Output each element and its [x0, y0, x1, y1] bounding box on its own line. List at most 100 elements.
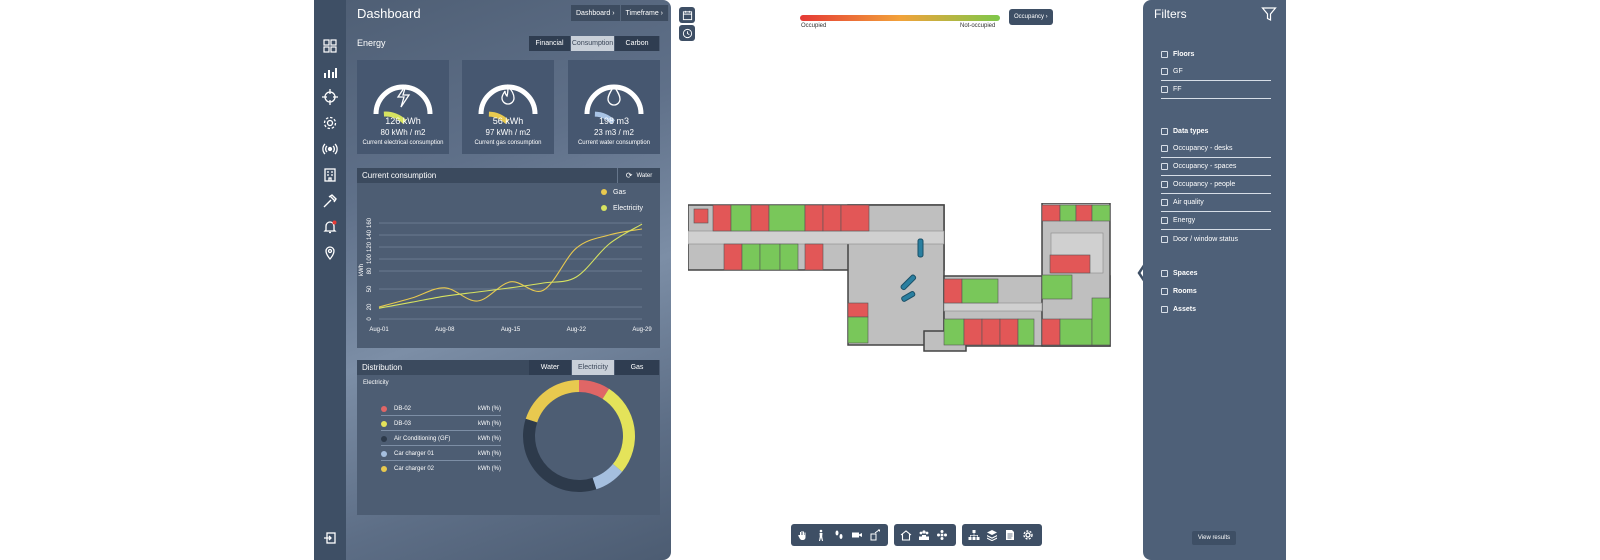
gauge-electricity-value: 126 kWh — [385, 116, 421, 126]
room-occupied[interactable] — [804, 204, 824, 232]
people-group-icon[interactable] — [915, 526, 933, 544]
hammer-icon[interactable] — [318, 189, 342, 213]
room-free[interactable] — [768, 204, 806, 232]
crumb-dashboard[interactable]: Dashboard › — [571, 5, 621, 21]
tab-carbon[interactable]: Carbon — [615, 36, 660, 51]
room-free[interactable] — [741, 243, 761, 271]
filter-occupancy-desks[interactable]: Occupancy - desks — [1161, 140, 1271, 158]
filter-energy[interactable]: Energy — [1161, 212, 1271, 230]
settings-icon[interactable] — [318, 111, 342, 135]
gauge-gas-value: 56 kWh — [492, 116, 524, 126]
room-occupied[interactable] — [712, 204, 732, 232]
room-occupied[interactable] — [1041, 204, 1061, 222]
room-free[interactable] — [847, 316, 869, 344]
filter-data-types[interactable]: Data types — [1161, 122, 1271, 140]
room-free[interactable] — [1091, 204, 1111, 222]
y-tick-label: 140 — [367, 229, 373, 240]
room-occupied[interactable] — [840, 204, 870, 232]
clock-icon — [682, 28, 692, 38]
room-occupied[interactable] — [1075, 204, 1093, 222]
layers-icon[interactable] — [983, 526, 1001, 544]
current-consumption-title: Current consumption — [362, 171, 437, 180]
tab-financial[interactable]: Financial — [529, 36, 571, 51]
room-occupied[interactable] — [999, 318, 1019, 346]
location-pin-icon[interactable] — [318, 241, 342, 265]
filters-title: Filters — [1154, 7, 1187, 21]
home-icon[interactable] — [897, 526, 915, 544]
room-free[interactable] — [1059, 204, 1077, 222]
room-free[interactable] — [779, 243, 799, 271]
floor-plan[interactable] — [688, 203, 1112, 358]
bell-icon[interactable] — [318, 215, 342, 239]
hand-icon[interactable] — [794, 526, 812, 544]
filter-funnel-icon[interactable] — [1261, 6, 1277, 22]
occupancy-mode-button[interactable]: Occupancy › — [1009, 9, 1053, 25]
building-icon[interactable] — [318, 163, 342, 187]
room-free[interactable] — [1041, 274, 1073, 300]
legend-dot — [381, 405, 387, 412]
tab-gas[interactable]: Gas — [615, 360, 660, 375]
room-occupied[interactable] — [1041, 318, 1061, 346]
filter-occupancy-spaces[interactable]: Occupancy - spaces — [1161, 158, 1271, 176]
room-occupied[interactable] — [963, 318, 983, 346]
desk-cluster[interactable] — [900, 274, 917, 291]
room-occupied[interactable] — [847, 302, 869, 318]
room-occupied[interactable] — [943, 278, 963, 304]
y-tick-label: 100 — [367, 253, 373, 264]
filter-assets[interactable]: Assets — [1161, 300, 1271, 318]
calendar-icon — [682, 10, 692, 20]
room-occupied[interactable] — [822, 204, 842, 232]
filter-floor-ff[interactable]: FF — [1161, 81, 1271, 99]
desk-cluster[interactable] — [917, 238, 924, 258]
calendar-button[interactable] — [679, 7, 695, 23]
room-occupied[interactable] — [804, 243, 824, 271]
crumb-timeframe[interactable]: Timeframe › — [620, 5, 670, 21]
gear-icon[interactable] — [1019, 526, 1037, 544]
filter-door-window[interactable]: Door / window status — [1161, 230, 1271, 248]
donut-slice-air-conditioning-gf- — [592, 464, 623, 490]
filter-occupancy-people[interactable]: Occupancy - people — [1161, 176, 1271, 194]
filter-spaces[interactable]: Spaces — [1161, 264, 1271, 282]
room-occupied[interactable] — [1049, 254, 1091, 274]
room-occupied[interactable] — [750, 204, 770, 232]
room-free[interactable] — [961, 278, 999, 304]
bar-chart-icon[interactable] — [318, 60, 342, 84]
gauge-fill-arc — [383, 111, 407, 124]
tab-electricity[interactable]: Electricity — [572, 360, 615, 375]
room-occupied[interactable] — [693, 208, 709, 224]
tab-water[interactable]: Water — [529, 360, 572, 375]
document-icon[interactable] — [1001, 526, 1019, 544]
y-tick-label: 160 — [367, 217, 373, 228]
room-occupied[interactable] — [981, 318, 1001, 346]
desks-icon[interactable] — [933, 526, 951, 544]
hierarchy-icon[interactable] — [965, 526, 983, 544]
gauge-water-caption: Current water consumption — [577, 140, 651, 146]
room-free[interactable] — [1017, 318, 1035, 346]
crosshair-icon[interactable] — [318, 85, 342, 109]
room-free[interactable] — [1091, 297, 1111, 346]
filter-floors[interactable]: Floors — [1161, 45, 1271, 63]
camera-icon[interactable] — [848, 526, 866, 544]
history-button[interactable] — [679, 25, 695, 41]
room-free[interactable] — [759, 243, 781, 271]
signal-icon[interactable] — [318, 137, 342, 161]
tab-consumption[interactable]: Consumption — [571, 36, 615, 51]
dist-row-car-charger-02: Car charger 02 kWh (%) — [381, 462, 501, 476]
room-occupied[interactable] — [723, 243, 743, 271]
door-icon[interactable] — [866, 526, 884, 544]
footsteps-icon[interactable] — [830, 526, 848, 544]
person-icon[interactable] — [812, 526, 830, 544]
logout-icon[interactable] — [318, 526, 342, 550]
filters-panel: Filters Floors GF FF Data types Occupanc… — [1143, 0, 1286, 560]
grid-icon[interactable] — [318, 34, 342, 58]
filter-air-quality[interactable]: Air quality — [1161, 194, 1271, 212]
x-tick-label: Aug-01 — [369, 327, 389, 333]
view-results-button[interactable]: View results — [1192, 531, 1236, 545]
water-toggle-button[interactable]: ⟳ Water — [617, 168, 660, 183]
desk-cluster[interactable] — [901, 291, 916, 302]
room-free[interactable] — [1059, 318, 1093, 346]
room-free[interactable] — [943, 318, 965, 346]
room-free[interactable] — [730, 204, 752, 232]
filter-rooms[interactable]: Rooms — [1161, 282, 1271, 300]
filter-floor-gf[interactable]: GF — [1161, 63, 1271, 81]
